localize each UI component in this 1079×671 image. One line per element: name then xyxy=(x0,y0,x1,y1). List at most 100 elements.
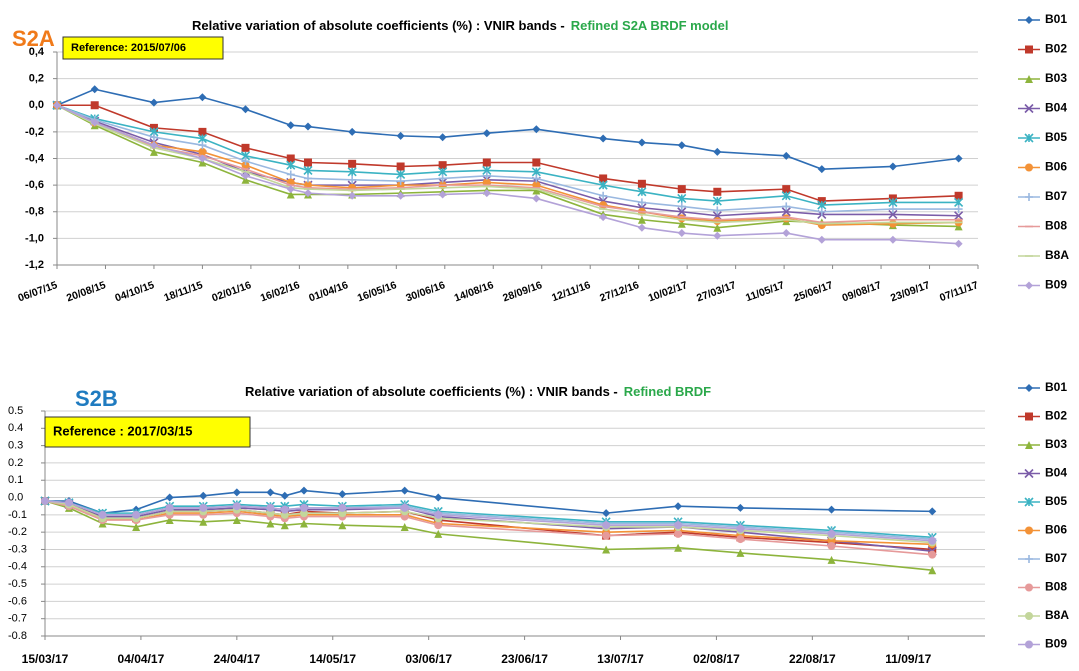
marker xyxy=(286,190,295,199)
marker xyxy=(400,503,409,512)
marker xyxy=(438,174,447,183)
marker xyxy=(674,521,683,530)
marker xyxy=(599,174,608,183)
legend-marker xyxy=(1025,640,1033,649)
y-tick-label: 0.4 xyxy=(8,422,23,434)
marker xyxy=(241,171,250,180)
marker xyxy=(736,524,745,533)
marker xyxy=(677,214,686,223)
marker xyxy=(888,209,898,219)
x-tick-label: 11/09/17 xyxy=(885,652,931,666)
legend-marker xyxy=(1024,468,1034,479)
marker xyxy=(303,174,312,183)
series-line xyxy=(56,88,959,170)
x-tick-label: 14/08/16 xyxy=(453,279,496,304)
marker xyxy=(713,231,722,240)
x-tick-label: 15/03/17 xyxy=(22,652,69,666)
x-tick-label: 04/04/17 xyxy=(118,652,165,666)
y-tick-label: -0,8 xyxy=(25,206,44,218)
marker xyxy=(713,206,722,215)
marker xyxy=(599,134,608,143)
x-tick-label: 12/11/16 xyxy=(550,279,592,304)
x-tick-label: 24/04/17 xyxy=(213,652,260,666)
legend-label: B04 xyxy=(1045,101,1067,115)
marker xyxy=(280,521,289,530)
marker xyxy=(280,505,289,514)
legend-label: B05 xyxy=(1045,130,1067,144)
legend-label: B07 xyxy=(1045,551,1067,565)
marker xyxy=(637,198,646,207)
legend-label: B02 xyxy=(1045,42,1067,56)
x-tick-label: 10/02/17 xyxy=(647,279,690,304)
x-tick-label: 07/11/17 xyxy=(938,279,980,304)
legend-label: B01 xyxy=(1045,380,1067,394)
legend-marker xyxy=(1025,45,1033,54)
y-tick-label: -1,2 xyxy=(25,259,44,271)
marker xyxy=(303,122,312,131)
marker xyxy=(888,205,897,214)
marker xyxy=(132,510,141,519)
marker xyxy=(782,202,791,211)
y-tick-label: -0.4 xyxy=(8,561,27,573)
legend-marker xyxy=(1025,384,1033,392)
legend-label: B05 xyxy=(1045,494,1067,508)
marker xyxy=(637,138,646,147)
marker xyxy=(198,127,207,136)
marker xyxy=(598,180,608,190)
legend-marker xyxy=(1025,612,1033,620)
marker xyxy=(532,186,541,195)
marker xyxy=(827,505,836,514)
marker xyxy=(928,550,937,559)
y-tick-label: -0.6 xyxy=(8,595,27,607)
marker xyxy=(736,535,745,544)
x-tick-label: 04/10/15 xyxy=(113,279,156,304)
legend-label: B03 xyxy=(1045,71,1067,85)
chart-title: Relative variation of absolute coefficie… xyxy=(192,18,728,33)
marker xyxy=(928,536,937,545)
marker xyxy=(713,223,722,232)
marker xyxy=(602,531,611,540)
legend-marker xyxy=(1024,133,1034,143)
marker xyxy=(165,516,174,525)
marker xyxy=(482,158,491,167)
series-line xyxy=(44,500,933,572)
x-tick-label: 22/08/17 xyxy=(789,652,836,666)
marker xyxy=(198,154,207,163)
legend-label: B8A xyxy=(1045,608,1069,622)
marker xyxy=(434,521,443,530)
marker xyxy=(165,503,174,512)
marker xyxy=(53,101,61,110)
marker xyxy=(438,161,447,170)
x-tick-label: 28/09/16 xyxy=(501,279,544,304)
marker xyxy=(817,207,826,216)
y-tick-label: -0,6 xyxy=(25,179,44,191)
marker xyxy=(303,189,312,198)
legend-marker xyxy=(1024,103,1034,114)
panel-label: S2B xyxy=(75,386,118,411)
chart-title: Relative variation of absolute coefficie… xyxy=(245,384,711,399)
legend-label: B01 xyxy=(1045,12,1067,26)
legend-label: B09 xyxy=(1045,637,1067,651)
marker xyxy=(482,189,491,198)
series-line xyxy=(56,104,959,206)
marker xyxy=(888,235,897,244)
marker xyxy=(434,510,443,519)
marker xyxy=(954,205,963,214)
marker xyxy=(782,185,791,194)
marker xyxy=(817,165,826,174)
y-tick-label: 0.3 xyxy=(8,440,23,452)
marker xyxy=(400,486,409,495)
marker xyxy=(677,207,687,217)
marker xyxy=(303,165,313,176)
marker xyxy=(266,488,275,497)
series-line xyxy=(44,500,933,544)
marker xyxy=(599,213,608,222)
marker xyxy=(347,167,357,177)
marker xyxy=(280,491,289,500)
marker xyxy=(782,229,791,238)
x-tick-label: 23/09/17 xyxy=(889,279,932,304)
marker xyxy=(713,187,722,196)
marker xyxy=(637,179,646,188)
marker xyxy=(41,497,49,505)
x-tick-label: 27/03/17 xyxy=(695,279,738,304)
